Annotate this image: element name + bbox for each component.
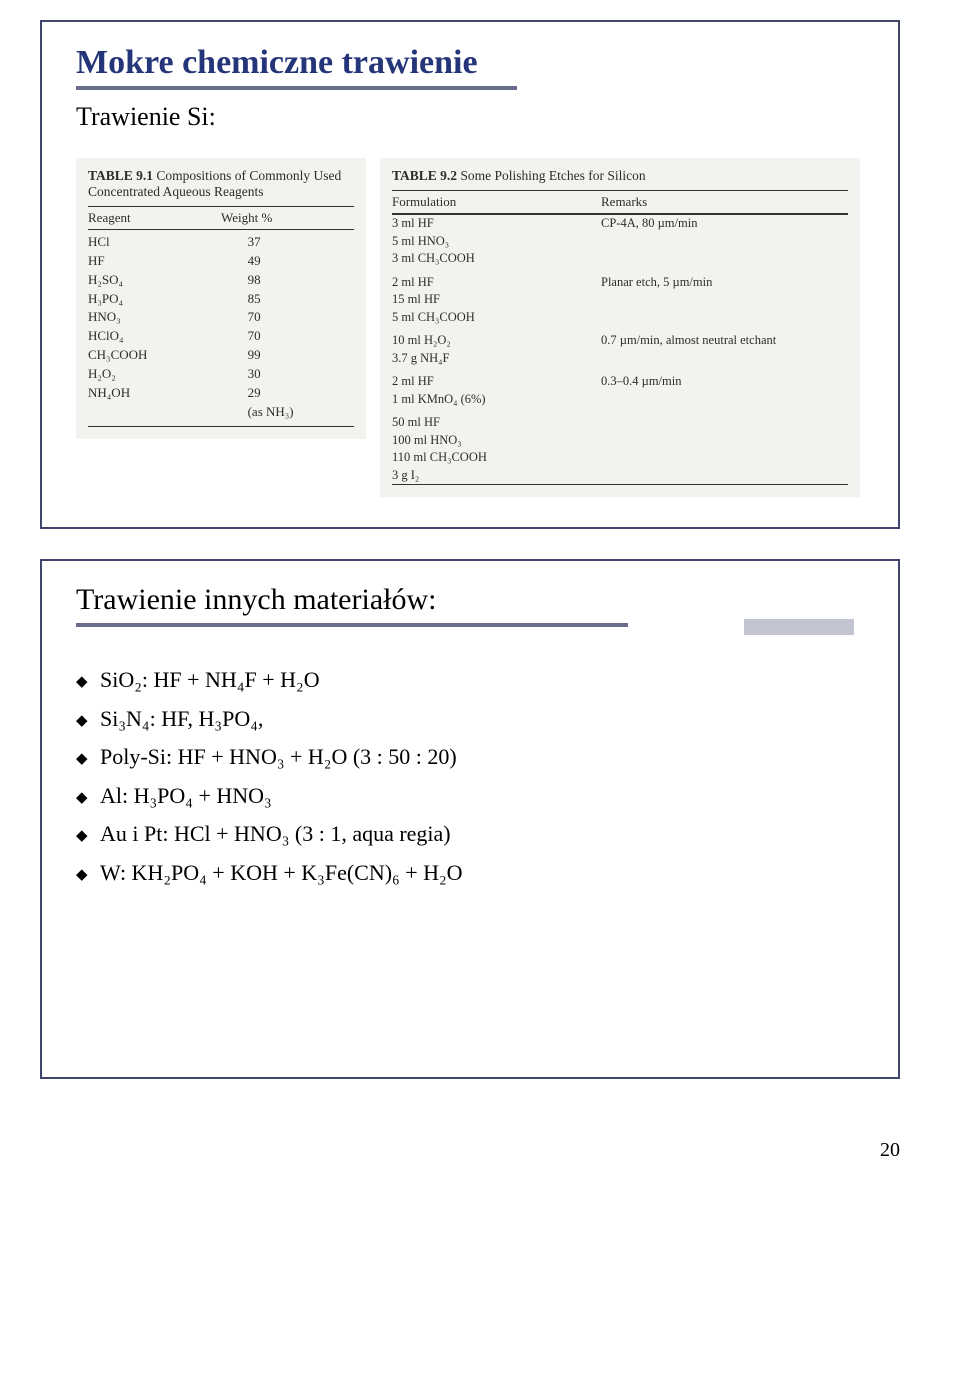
- table-row: 5 ml HNO₃: [392, 233, 848, 251]
- list-item: ◆SiO₂: HF + NH₄F + H₂O: [76, 661, 864, 700]
- table-row: (as NH₃): [88, 403, 354, 422]
- table-row: 1 ml KMnO₄ (6%): [392, 391, 848, 409]
- table-caption-bold: TABLE 9.1: [88, 168, 153, 183]
- table-row: H₃PO₄85: [88, 290, 354, 309]
- table-body: HCl37HF49H₂SO₄98H₃PO₄85HNO₃70HClO₄70CH₃C…: [88, 230, 354, 427]
- table-row: 110 ml CH₃COOH: [392, 449, 848, 467]
- table-row: 50 ml HF: [392, 414, 848, 432]
- table-header: Reagent Weight %: [88, 206, 354, 230]
- col-reagent: Reagent: [88, 210, 221, 226]
- list-item: ◆Poly-Si: HF + HNO₃ + H₂O (3 : 50 : 20): [76, 738, 864, 777]
- bullet-text: SiO₂: HF + NH₄F + H₂O: [100, 661, 320, 700]
- table-9-1: TABLE 9.1 Compositions of Commonly Used …: [76, 158, 366, 439]
- bullet-icon: ◆: [76, 669, 100, 695]
- table-header: Formulation Remarks: [392, 190, 848, 214]
- title-rule: [76, 86, 517, 90]
- table-row: H₂SO₄98: [88, 271, 354, 290]
- table-row: H₂O₂30: [88, 365, 354, 384]
- bullet-text: Poly-Si: HF + HNO₃ + H₂O (3 : 50 : 20): [100, 738, 457, 777]
- list-item: ◆Si₃N₄: HF, H₃PO₄,: [76, 700, 864, 739]
- table-row: 2 ml HF0.3–0.4 µm/min: [392, 373, 848, 391]
- table-row: 5 ml CH₃COOH: [392, 309, 848, 327]
- table-caption-bold: TABLE 9.2: [392, 168, 457, 183]
- table-body: 3 ml HFCP-4A, 80 µm/min5 ml HNO₃3 ml CH₃…: [392, 214, 848, 485]
- table-row: 3 ml HFCP-4A, 80 µm/min: [392, 215, 848, 233]
- table-row: 100 ml HNO₃: [392, 432, 848, 450]
- table-row: HF49: [88, 252, 354, 271]
- table-row: 3 g I₂: [392, 467, 848, 485]
- list-item: ◆Au i Pt: HCl + HNO₃ (3 : 1, aqua regia): [76, 815, 864, 854]
- col-weight: Weight %: [221, 210, 354, 226]
- page-number: 20: [0, 1139, 960, 1162]
- table-row: HClO₄70: [88, 327, 354, 346]
- table-row: 2 ml HFPlanar etch, 5 µm/min: [392, 274, 848, 292]
- bullet-text: Si₃N₄: HF, H₃PO₄,: [100, 700, 263, 739]
- bullet-icon: ◆: [76, 785, 100, 811]
- heading-rule: [76, 623, 628, 627]
- table-9-2: TABLE 9.2 Some Polishing Etches for Sili…: [380, 158, 860, 497]
- table-row: HNO₃70: [88, 308, 354, 327]
- tables-row: TABLE 9.1 Compositions of Commonly Used …: [76, 158, 864, 497]
- bullet-list: ◆SiO₂: HF + NH₄F + H₂O◆Si₃N₄: HF, H₃PO₄,…: [76, 661, 864, 892]
- table-row: 10 ml H₂O₂0.7 µm/min, almost neutral etc…: [392, 332, 848, 350]
- slide-subtitle: Trawienie Si:: [76, 102, 864, 132]
- table-caption: TABLE 9.2 Some Polishing Etches for Sili…: [392, 168, 848, 184]
- slide-title: Mokre chemiczne trawienie: [76, 44, 864, 82]
- table-row: 15 ml HF: [392, 291, 848, 309]
- slide-2: Trawienie innych materiałów: ◆SiO₂: HF +…: [40, 559, 900, 1079]
- bullet-icon: ◆: [76, 862, 100, 888]
- table-caption: TABLE 9.1 Compositions of Commonly Used …: [88, 168, 354, 200]
- table-row: 3.7 g NH₄F: [392, 350, 848, 368]
- col-remarks: Remarks: [601, 194, 848, 210]
- bullet-icon: ◆: [76, 746, 100, 772]
- table-row: 3 ml CH₃COOH: [392, 250, 848, 268]
- table-caption-text: Some Polishing Etches for Silicon: [460, 168, 645, 183]
- slide-heading: Trawienie innych materiałów:: [76, 583, 864, 617]
- bullet-text: Au i Pt: HCl + HNO₃ (3 : 1, aqua regia): [100, 815, 451, 854]
- bullet-icon: ◆: [76, 708, 100, 734]
- table-row: HCl37: [88, 233, 354, 252]
- list-item: ◆Al: H₃PO₄ + HNO₃: [76, 777, 864, 816]
- decorative-rect: [744, 619, 854, 635]
- table-row: NH₄OH29: [88, 384, 354, 403]
- slide-1: Mokre chemiczne trawienie Trawienie Si: …: [40, 20, 900, 529]
- col-formulation: Formulation: [392, 194, 601, 210]
- bullet-text: Al: H₃PO₄ + HNO₃: [100, 777, 272, 816]
- list-item: ◆W: KH₂PO₄ + KOH + K₃Fe(CN)₆ + H₂O: [76, 854, 864, 893]
- table-row: CH₃COOH99: [88, 346, 354, 365]
- bullet-icon: ◆: [76, 823, 100, 849]
- bullet-text: W: KH₂PO₄ + KOH + K₃Fe(CN)₆ + H₂O: [100, 854, 463, 893]
